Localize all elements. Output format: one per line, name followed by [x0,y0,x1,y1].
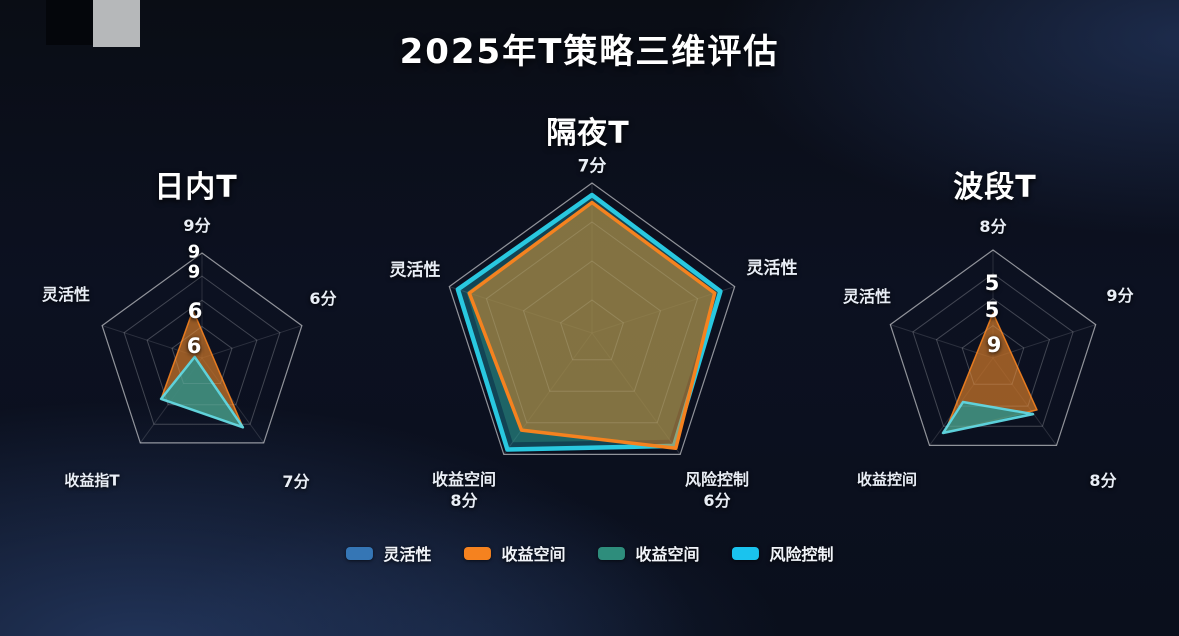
axis-label-right: 9分 [1106,286,1134,305]
axis-label-bottom-right: 风险控制 6分 [685,469,749,511]
chart-legend: 灵活性 收益空间 收益空间 风险控制 [345,541,834,565]
legend-label: 收益空间 [635,545,700,564]
legend-label: 收益空间 [501,545,566,564]
axis-label-top: 9分 [183,216,211,235]
axis-label-top: 8分 [979,217,1007,236]
radar-grid-ring [448,182,736,455]
legend-item-profit-orange: 收益空间 [463,541,566,565]
axis-score-line: 8分 [450,491,478,510]
value-label: 9 [187,261,201,283]
legend-item-profit-teal: 收益空间 [597,541,700,565]
radar-grid-ring-overlay [171,325,233,384]
radar-grid-ring [485,221,699,424]
legend-swatch-teal [597,546,625,560]
axis-label-left: 灵活性 [842,287,892,306]
axis-label-bottom-left: 收益空间 8分 [432,469,496,511]
legend-swatch-blue [345,546,373,560]
radar-grid-spoke [591,332,681,455]
radar-grid-ring [889,249,1097,446]
radar-grid-ring-overlay [485,221,699,424]
value-label: 9 [187,241,201,263]
axis-label-left: 灵活性 [389,260,441,281]
legend-swatch-orange [463,546,491,560]
radar-grid-ring-overlay [123,275,281,425]
legend-swatch-cyan [731,546,759,560]
radar-grid-ring [123,275,281,425]
axis-label-top: 7分 [577,156,607,177]
value-label: 5 [984,298,1000,322]
legend-item-flexibility: 灵活性 [345,541,431,565]
axis-label-bottom-right: 7分 [282,472,310,491]
radar-grid-spoke [449,286,593,334]
radar-grid-ring [912,273,1074,427]
top-left-grey-artifact-block [93,0,140,47]
value-label: 9 [986,333,1002,357]
radar-grid-ring-overlay [935,297,1051,407]
legend-item-risk-control: 风险控制 [731,541,834,565]
radar-grid-ring-overlay [146,299,258,406]
chart-title-intraday-t: 日内T [154,170,238,205]
radar-grid-spoke [503,332,593,455]
chart-title-overnight-t: 隔夜T [546,116,630,151]
axis-label-right: 灵活性 [746,258,798,279]
axis-label-bottom-right: 8分 [1089,471,1117,490]
radar-grid-ring-overlay [522,260,662,392]
page-title: 2025年T策略三维评估 [399,32,780,72]
axis-label-right: 6分 [309,289,337,308]
radar-grid-ring [101,252,303,444]
axis-label-line: 风险控制 [684,470,750,489]
legend-label: 风险控制 [769,545,834,564]
axis-label-bottom-left: 收益控间 [856,470,918,489]
axis-label-left: 灵活性 [41,285,91,304]
radar-series-polygon-1 [466,201,717,443]
radar-grid-ring [560,299,624,361]
radar-series-polygon-1 [159,355,245,429]
radar-grid-ring-overlay [912,273,1074,427]
radar-grid-spoke [890,324,994,359]
radar-grid-ring [522,260,662,392]
axis-score-line: 6分 [703,491,731,510]
top-left-dark-block [46,0,93,45]
axis-label-bottom-left: 收益指T [64,471,120,490]
radar-grid-ring-overlay [961,324,1025,385]
radar-series-polygon-2 [467,200,717,451]
radar-grid-spoke [591,286,735,334]
legend-label: 灵活性 [383,545,432,564]
value-label: 5 [984,271,1000,295]
value-label: 6 [187,299,203,323]
value-label: 6 [186,334,202,358]
chart-title-swing-t: 波段T [953,170,1037,205]
radar-grid-spoke [201,325,303,359]
radar-grid-ring-overlay [560,299,624,361]
radar-series-polygon-1 [941,400,1035,435]
radar-series-polygon-0 [455,192,723,452]
axis-label-line: 收益空间 [431,470,497,489]
